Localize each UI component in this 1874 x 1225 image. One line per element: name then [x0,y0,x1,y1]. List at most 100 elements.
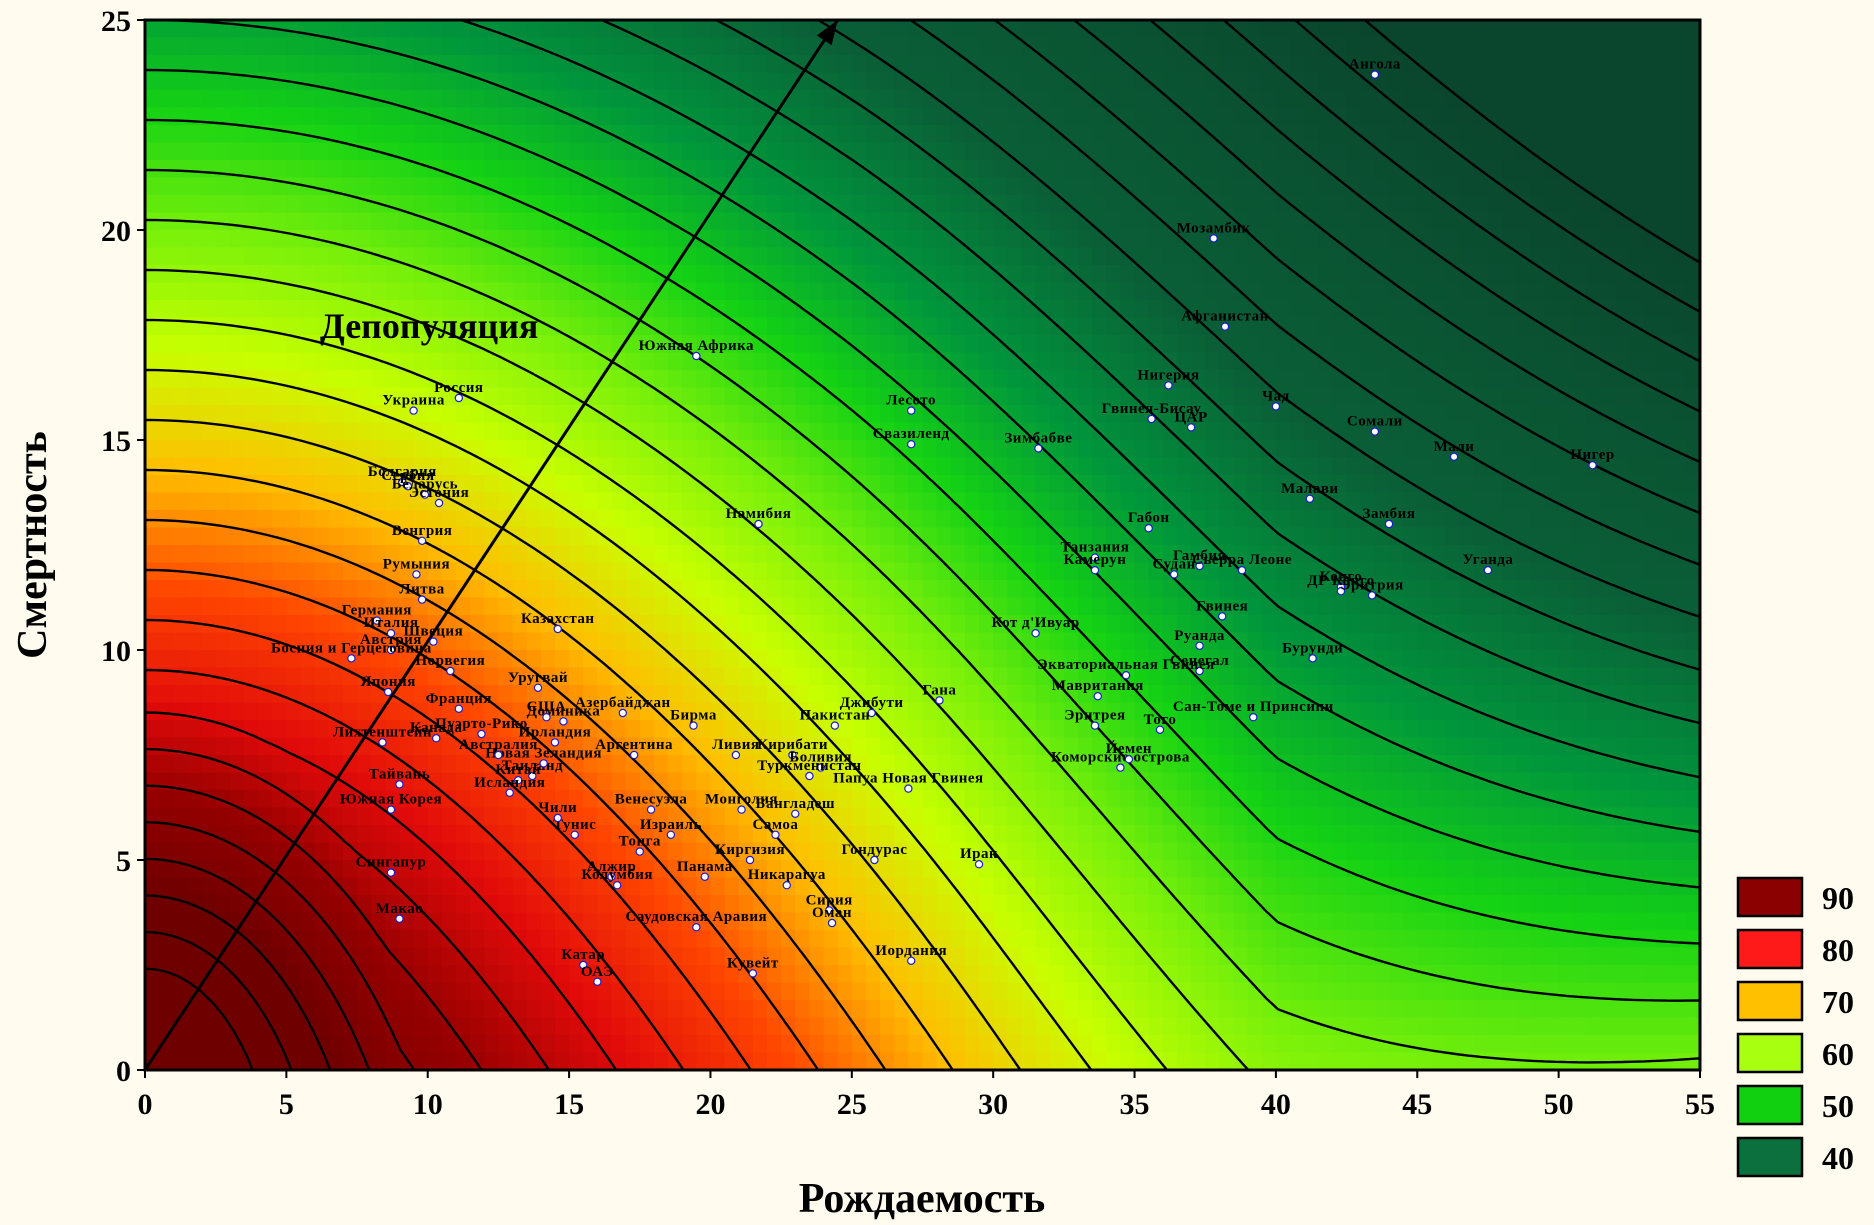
contour-cell [653,737,669,756]
contour-cell [809,265,825,284]
contour-cell [597,702,613,721]
contour-cell [724,282,740,301]
contour-cell [611,160,627,179]
contour-cell [1092,597,1108,616]
contour-cell [950,947,966,966]
contour-cell [1275,1017,1291,1036]
contour-cell [540,807,556,826]
contour-cell [371,177,387,196]
contour-cell [795,475,811,494]
contour-cell [399,562,415,581]
contour-cell [1247,842,1263,861]
contour-cell [498,615,514,634]
contour-cell [314,265,330,284]
contour-cell [738,230,754,249]
contour-cell [1275,720,1291,739]
contour-cell [243,737,259,756]
contour-cell [229,55,245,74]
contour-cell [1035,790,1051,809]
contour-cell [512,282,528,301]
contour-cell [371,1052,387,1070]
contour-cell [1290,860,1305,879]
contour-cell [993,55,1009,74]
contour-cell [1247,930,1263,949]
contour-cell [880,335,896,354]
contour-cell [1176,90,1192,109]
contour-cell [1148,877,1164,896]
contour-cell [880,37,896,56]
contour-cell [823,335,839,354]
contour-cell [215,247,231,266]
contour-cell [1021,55,1037,74]
contour-cell [342,842,358,861]
contour-cell [357,580,372,599]
contour-cell [159,842,175,861]
contour-cell [583,90,599,109]
contour-cell [159,545,175,564]
contour-cell [357,90,372,109]
contour-cell [441,475,457,494]
contour-cell [583,877,599,896]
contour-cell [258,492,274,511]
contour-cell [639,55,655,74]
contour-cell [993,562,1009,581]
contour-cell [724,1052,740,1070]
contour-cell [300,772,316,791]
contour-cell [526,737,542,756]
contour-cell [1049,142,1065,161]
contour-cell [611,265,627,284]
contour-cell [201,195,217,214]
contour-cell [1120,230,1136,249]
contour-cell [526,387,542,406]
contour-cell [1106,790,1122,809]
contour-cell [540,422,556,441]
contour-cell [880,632,896,651]
contour-cell [710,965,726,984]
contour-cell [1304,195,1320,214]
contour-cell [922,632,938,651]
contour-cell [936,982,952,1001]
contour-cell [1106,457,1122,476]
contour-cell [187,685,203,704]
contour-cell [781,982,797,1001]
contour-cell [427,667,443,686]
contour-cell [498,212,514,231]
contour-cell [738,580,754,599]
contour-cell [328,947,344,966]
contour-cell [456,632,471,651]
contour-cell [173,55,189,74]
contour-cell [229,737,245,756]
contour-cell [1261,37,1277,56]
contour-cell [1191,492,1207,511]
contour-cell [243,422,259,441]
contour-cell [1318,300,1334,319]
contour-cell [215,510,231,529]
contour-cell [272,597,288,616]
contour-cell [1120,912,1136,931]
contour-cell [752,265,768,284]
contour-cell [752,772,768,791]
contour-cell [710,807,726,826]
contour-cell [540,1000,556,1019]
contour-cell [1078,177,1093,196]
contour-cell [1078,842,1093,861]
contour-cell [809,387,825,406]
contour-cell [583,685,599,704]
contour-cell [385,720,401,739]
contour-cell [597,930,613,949]
contour-cell [385,965,401,984]
contour-cell [979,790,994,809]
contour-cell [300,422,316,441]
contour-cell [470,912,486,931]
contour-cell [1162,1000,1178,1019]
contour-cell [187,1017,203,1036]
contour-cell [781,440,797,459]
contour-cell [441,72,457,91]
contour-cell [215,650,231,669]
contour-cell [342,300,358,319]
contour-cell [837,160,853,179]
contour-cell [456,177,471,196]
contour-cell [1219,440,1235,459]
contour-cell [1035,527,1051,546]
contour-cell [229,685,245,704]
